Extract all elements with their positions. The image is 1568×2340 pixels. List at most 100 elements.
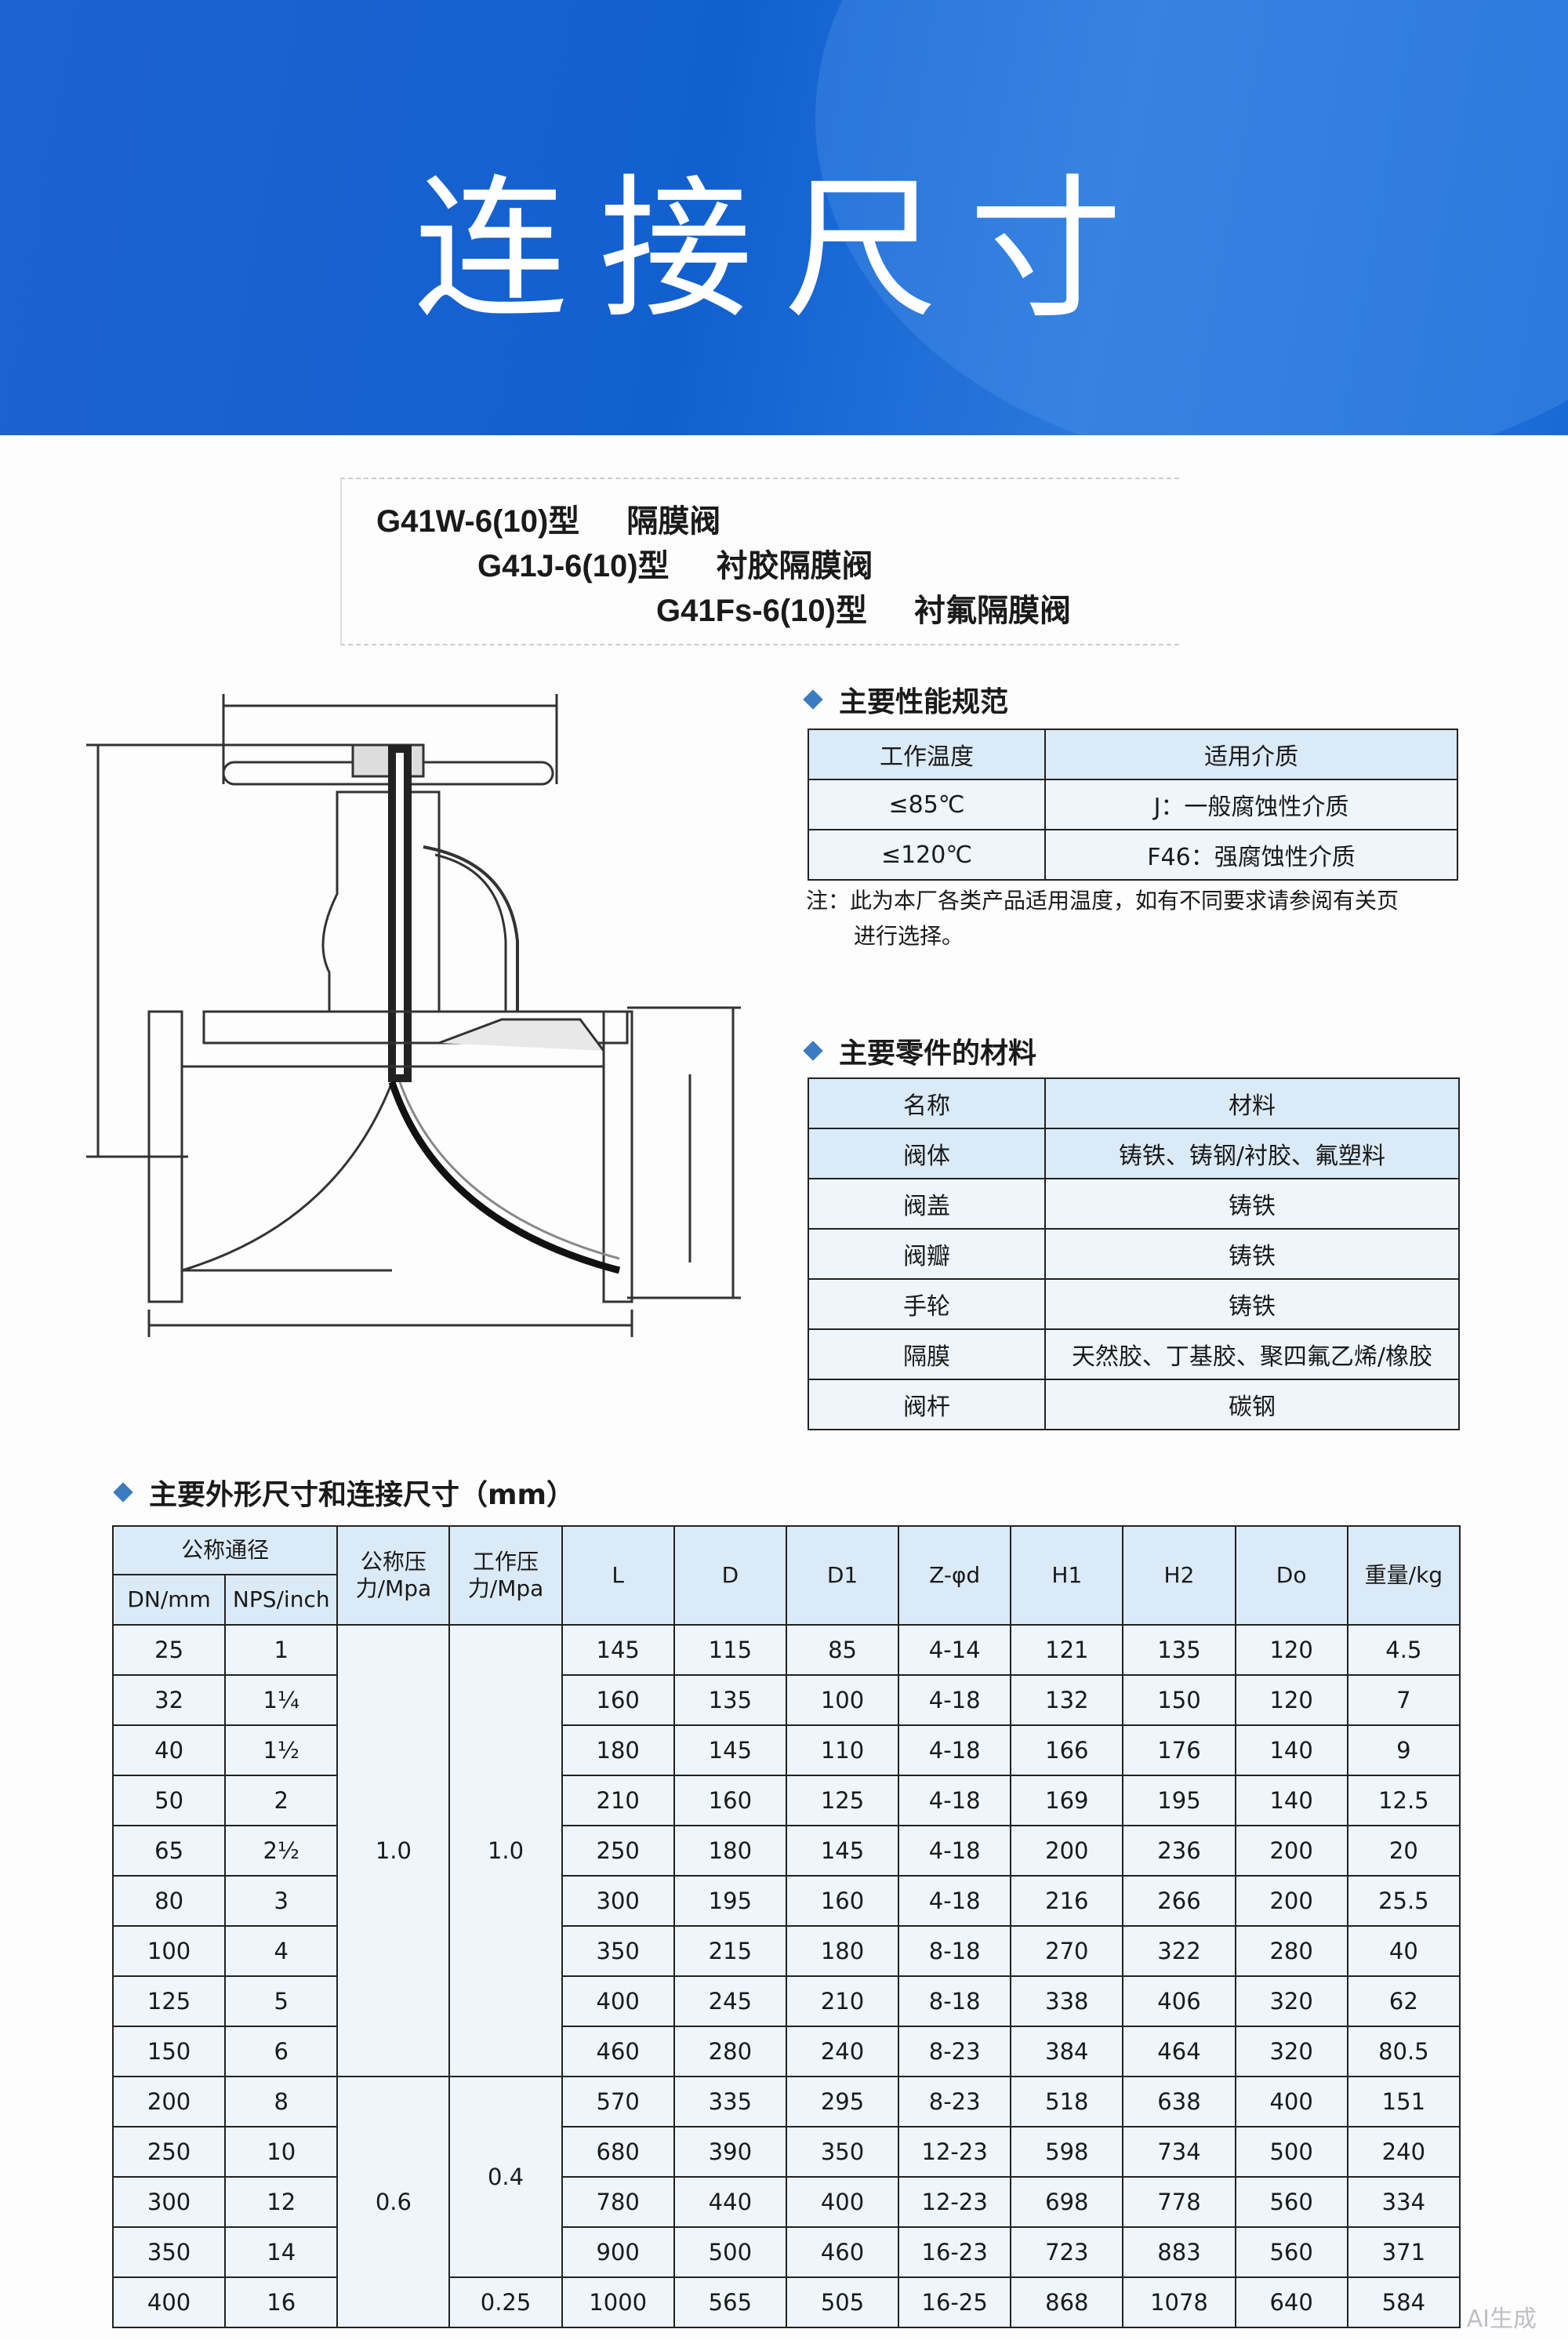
model-line-g41j: G41J-6(10)型 衬胶隔膜阀 [477, 540, 873, 586]
column-header: 工作温度 [808, 729, 1046, 780]
table-cell: 铸铁、铸钢/衬胶、氟塑料 [1044, 1128, 1460, 1179]
model-name: 衬胶隔膜阀 [716, 549, 873, 583]
table-cell: 400 [785, 2176, 900, 2228]
table-cell: 778 [1122, 2176, 1236, 2228]
performance-table: 工作温度 适用介质 ≤85℃ J：一般腐蚀性介质 ≤120℃ F46：强腐蚀性介质 [808, 729, 1458, 881]
table-cell: 150 [1122, 1674, 1236, 1726]
table-cell: 505 [785, 2276, 900, 2328]
table-cell: 80.5 [1346, 2026, 1461, 2077]
table-cell: 638 [1122, 2076, 1236, 2127]
table-row: 32 1¼ 160 135 100 4-18 132 150 120 7 [111, 1674, 1461, 1726]
table-cell: 135 [1122, 1624, 1236, 1676]
table-cell: 151 [1346, 2076, 1461, 2127]
table-cell: 20 [1346, 1825, 1461, 1877]
materials-table: 名称 材料 阀体 铸铁、铸钢/衬胶、氟塑料 阀盖 铸铁 阀瓣 铸铁 手轮 铸铁 隔膜 天然胶、丁基胶… [808, 1077, 1460, 1430]
table-row: 350 14 900 500 460 16-23 723 883 560 371 [111, 2226, 1461, 2278]
column-header-d: D [673, 1525, 787, 1626]
table-cell: 371 [1346, 2226, 1461, 2278]
column-header: 适用介质 [1044, 729, 1458, 780]
nps-cell: 16 [224, 2276, 339, 2328]
table-cell: 280 [673, 2026, 787, 2077]
table-row: 阀瓣 铸铁 [808, 1228, 1460, 1280]
table-cell: 584 [1346, 2276, 1461, 2328]
dn-cell: 250 [111, 2126, 227, 2178]
table-cell: 7 [1346, 1674, 1461, 1726]
dn-cell: 125 [111, 1975, 227, 2027]
table-cell: 4-18 [898, 1724, 1012, 1776]
table-cell: 100 [785, 1674, 900, 1726]
nps-cell: 5 [224, 1975, 339, 2027]
table-cell: 210 [561, 1775, 675, 1826]
table-cell: 334 [1346, 2176, 1461, 2228]
table-cell: 440 [673, 2176, 787, 2228]
table-cell: 780 [561, 2176, 675, 2228]
table-cell: 4-18 [898, 1875, 1012, 1927]
body-flange [202, 1010, 629, 1045]
ai-generated-watermark: AI生成 [1466, 2305, 1537, 2333]
table-cell: 1078 [1122, 2276, 1236, 2328]
table-cell: 85 [785, 1624, 900, 1676]
table-cell: 640 [1234, 2276, 1348, 2328]
column-header-h2: H2 [1122, 1525, 1236, 1626]
table-cell: 245 [673, 1975, 787, 2027]
dn-cell: 300 [111, 2176, 227, 2228]
table-cell: 手轮 [808, 1278, 1046, 1330]
table-cell: 320 [1234, 1975, 1348, 2027]
table-cell: 320 [1234, 2026, 1348, 2077]
table-cell: 350 [561, 1925, 675, 1977]
table-cell: 868 [1010, 2276, 1124, 2328]
nps-cell: 4 [224, 1925, 339, 1977]
table-cell: 169 [1010, 1775, 1124, 1826]
table-cell: 25.5 [1346, 1875, 1461, 1927]
table-cell: 140 [1234, 1724, 1348, 1776]
table-cell: 215 [673, 1925, 787, 1977]
table-cell: 176 [1122, 1724, 1236, 1776]
table-cell: 145 [673, 1724, 787, 1776]
working-pressure-cell: 0.4 [448, 2076, 563, 2278]
table-cell: 8-18 [898, 1975, 1012, 2027]
table-subheader-row: DN/mm NPS/inch [111, 1574, 1460, 1626]
dimensions-table: 公称通径 公称压力/Mpa 工作压力/Mpa L D D1 Z-φd H1 H2… [111, 1525, 1461, 2328]
table-cell: 12.5 [1346, 1775, 1461, 1826]
table-cell: 16-23 [898, 2226, 1012, 2278]
dn-cell: 50 [111, 1775, 227, 1826]
table-cell: 300 [561, 1875, 675, 1927]
page-title: 连接尺寸 [413, 161, 1154, 340]
dn-cell: 65 [111, 1825, 227, 1877]
table-row: 65 2½ 250 180 145 4-18 200 236 200 20 [111, 1825, 1461, 1877]
table-row: 400 16 0.25 1000 565 505 16-25 868 1078 640 584 [111, 2276, 1461, 2328]
dimensions-heading: 主要外形尺寸和连接尺寸（mm） [113, 1472, 575, 1513]
column-header-nps: NPS/inch [224, 1574, 339, 1626]
table-cell: 216 [1010, 1875, 1124, 1927]
table-cell: 160 [561, 1674, 675, 1726]
model-line-g41fs: G41Fs-6(10)型 衬氟隔膜阀 [656, 585, 1071, 630]
performance-heading: 主要性能规范 [803, 679, 1008, 720]
nps-cell: 8 [224, 2076, 339, 2127]
table-cell: 270 [1010, 1925, 1124, 1977]
model-name: 衬氟隔膜阀 [913, 594, 1071, 628]
table-cell: 阀杆 [808, 1379, 1046, 1430]
nps-cell: 10 [224, 2126, 339, 2178]
table-cell: 16-25 [898, 2276, 1012, 2328]
performance-note-line2: 进行选择。 [854, 923, 964, 949]
table-cell: 8-23 [898, 2026, 1012, 2077]
table-cell: 335 [673, 2076, 787, 2127]
table-cell: 240 [785, 2026, 900, 2077]
table-row: 80 3 300 195 160 4-18 216 266 200 25.5 [111, 1875, 1461, 1927]
table-cell: 135 [673, 1674, 787, 1726]
table-cell: 铸铁 [1044, 1178, 1460, 1230]
dn-cell: 25 [111, 1624, 227, 1676]
model-code: G41W-6(10)型 [376, 504, 580, 539]
table-cell: 570 [561, 2076, 675, 2127]
column-header-dn: DN/mm [111, 1574, 227, 1626]
column-header-d1: D1 [785, 1525, 900, 1626]
column-header-l: L [561, 1525, 675, 1626]
nps-cell: 14 [224, 2226, 339, 2278]
table-cell: 110 [785, 1724, 900, 1776]
table-cell: 680 [561, 2126, 675, 2178]
nps-cell: 1 [224, 1624, 339, 1676]
nps-cell: 1½ [224, 1724, 339, 1776]
column-header-working-pressure: 工作压力/Mpa [448, 1525, 563, 1626]
dn-cell: 350 [111, 2226, 227, 2278]
diamond-bullet-icon [113, 1482, 133, 1502]
